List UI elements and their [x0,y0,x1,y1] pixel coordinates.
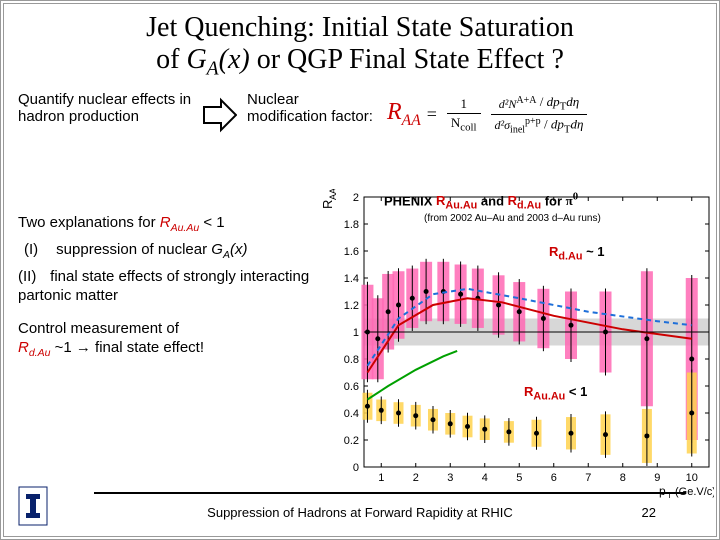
svg-text:8: 8 [620,472,626,484]
eq-equals: = [427,104,437,125]
svg-text:0.6: 0.6 [344,381,359,393]
eq-frac2: d²NA+A / dpTdη d²σinelp+p / dpTdη [491,93,588,136]
svg-text:2: 2 [413,472,419,484]
svg-text:AA: AA [328,189,338,200]
footer-rule [94,492,686,494]
slide-title: Jet Quenching: Initial State Saturation … [4,4,716,85]
svg-text:1: 1 [353,327,359,339]
control-measurement: Control measurement of Rd.Au ~1 → final … [18,320,323,360]
footer-text: Suppression of Hadrons at Forward Rapidi… [4,505,716,520]
svg-text:p: p [659,484,666,498]
svg-text:0.8: 0.8 [344,354,359,366]
svg-text:2: 2 [353,192,359,204]
title-ga-sub: A [207,59,219,80]
definition-row: Quantify nuclear effects in hadron produ… [4,85,716,136]
ann-phenix: PHENIX RAu.Au and Rd.Au for π0 [384,191,578,212]
raa-chart: 0 0.2 0.4 0.6 0.8 1 1.2 1.4 1.6 1.8 2 1 2 3 4 5 6 7 8 9 10 RA… [314,189,714,499]
svg-text:1.4: 1.4 [344,273,359,285]
raa-equation: RAA = 1 Ncoll d²NA+A / dpTdη d²σinelp+p … [387,91,702,136]
nmf-text: Nuclear modification factor: [247,91,377,125]
svg-text:3: 3 [447,472,453,484]
quantify-text: Quantify nuclear effects in hadron produ… [18,91,193,125]
svg-text:5: 5 [516,472,522,484]
expl-heading: Two explanations for RAu.Au < 1 [18,214,323,235]
eq-frac1: 1 Ncoll [447,95,481,135]
svg-text:7: 7 [585,472,591,484]
title-line1: Jet Quenching: Initial State Saturation [146,12,574,43]
raa-symbol: RAA [387,99,421,130]
page-number: 22 [642,505,656,520]
svg-text:0: 0 [353,462,359,474]
title-line2b: or QGP Final State Effect ? [250,44,564,75]
illinois-logo-icon [18,486,48,526]
ann-runs: (from 2002 Au–Au and 2003 d–Au runs) [424,213,601,224]
svg-text:6: 6 [551,472,557,484]
arrow-icon [203,91,237,133]
svg-text:0.2: 0.2 [344,435,359,447]
svg-text:10: 10 [686,472,698,484]
svg-text:0.4: 0.4 [344,408,359,420]
ann-rauau: RAu.Au < 1 [524,384,587,403]
svg-text:1.6: 1.6 [344,246,359,258]
ann-rdau: Rd.Au ~ 1 [549,244,605,263]
svg-text:1: 1 [378,472,384,484]
left-explanations: Two explanations for RAu.Au < 1 (I) supp… [18,214,323,366]
svg-text:9: 9 [654,472,660,484]
svg-text:R: R [320,200,335,209]
svg-text:1.8: 1.8 [344,219,359,231]
expl-item-1: (I) suppression of nuclear GA(x) [18,241,323,262]
svg-text:4: 4 [482,472,488,484]
title-ga: G [186,44,206,75]
title-gx: (x) [219,44,250,75]
svg-text:1.2: 1.2 [344,300,359,312]
title-line2a: of [156,44,186,75]
expl-item-2: (II) final state effects of strongly int… [18,268,323,306]
